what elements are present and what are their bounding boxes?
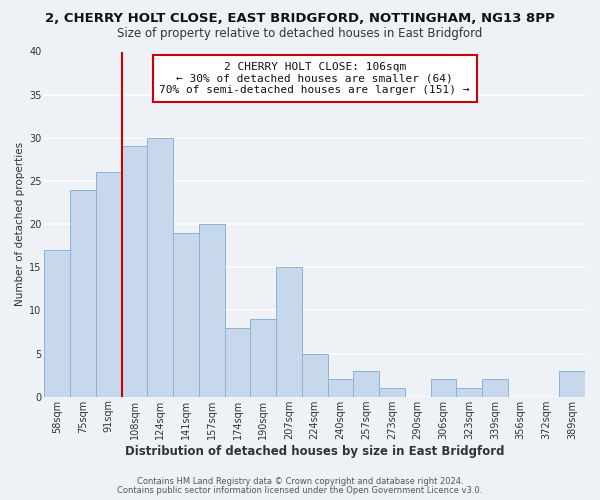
- Bar: [456, 388, 482, 396]
- Bar: [276, 267, 302, 396]
- Bar: [122, 146, 148, 396]
- Text: 2 CHERRY HOLT CLOSE: 106sqm
← 30% of detached houses are smaller (64)
70% of sem: 2 CHERRY HOLT CLOSE: 106sqm ← 30% of det…: [160, 62, 470, 95]
- Text: Size of property relative to detached houses in East Bridgford: Size of property relative to detached ho…: [118, 28, 482, 40]
- Bar: [353, 371, 379, 396]
- Y-axis label: Number of detached properties: Number of detached properties: [15, 142, 25, 306]
- Bar: [482, 380, 508, 396]
- Bar: [96, 172, 122, 396]
- Bar: [44, 250, 70, 396]
- Bar: [559, 371, 585, 396]
- Text: Contains HM Land Registry data © Crown copyright and database right 2024.: Contains HM Land Registry data © Crown c…: [137, 477, 463, 486]
- Bar: [70, 190, 96, 396]
- Bar: [224, 328, 250, 396]
- Bar: [148, 138, 173, 396]
- X-axis label: Distribution of detached houses by size in East Bridgford: Distribution of detached houses by size …: [125, 444, 505, 458]
- Bar: [379, 388, 405, 396]
- Bar: [173, 232, 199, 396]
- Bar: [431, 380, 456, 396]
- Bar: [302, 354, 328, 397]
- Bar: [328, 380, 353, 396]
- Text: 2, CHERRY HOLT CLOSE, EAST BRIDGFORD, NOTTINGHAM, NG13 8PP: 2, CHERRY HOLT CLOSE, EAST BRIDGFORD, NO…: [45, 12, 555, 26]
- Bar: [250, 319, 276, 396]
- Text: Contains public sector information licensed under the Open Government Licence v3: Contains public sector information licen…: [118, 486, 482, 495]
- Bar: [199, 224, 224, 396]
